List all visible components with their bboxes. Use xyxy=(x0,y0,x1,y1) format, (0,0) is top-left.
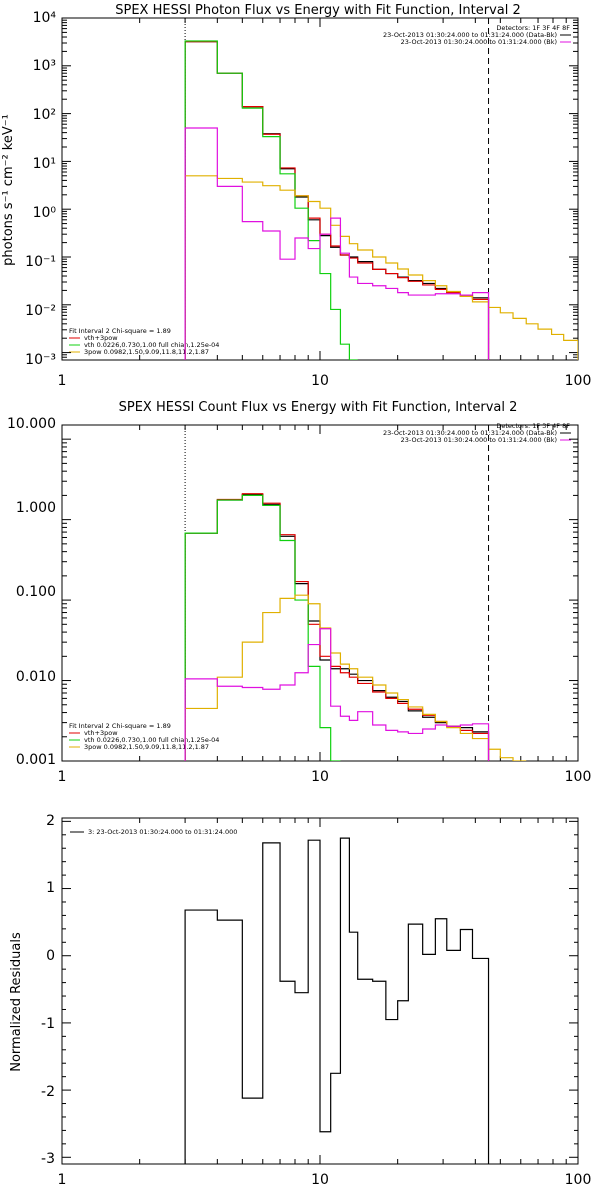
count-flux-legend-top-right: Detectors: 1F 3F 4F 8F 23-Oct-2013 01:30… xyxy=(383,422,571,444)
count-flux-legend-bottom-left: Fit Interval 2 Chi-square = 1.89 vth+3po… xyxy=(69,722,219,751)
y-tick-label: 0.100 xyxy=(16,584,56,600)
count-flux-title: SPEX HESSI Count Flux vs Energy with Fit… xyxy=(119,400,518,415)
photon-flux-data-group xyxy=(184,40,578,360)
x-tick-label: 1 xyxy=(58,373,67,389)
photon-flux-series-line-vth-0-0226-0-730-1-0 xyxy=(184,40,358,360)
count-flux-data-group xyxy=(184,493,527,761)
y-tick-label: -3 xyxy=(41,1151,55,1167)
photon-flux-legend-bottom-left: Fit Interval 2 Chi-square = 1.89 vth+3po… xyxy=(69,327,219,356)
legend-text: vth+3pow xyxy=(84,729,118,737)
y-tick-label: 10⁰ xyxy=(33,205,57,221)
residuals-y-axis-label: Normalized Residuals xyxy=(9,932,24,1072)
legend-text: 3pow 0.0982,1.50,9.09,11.8,11.2,1.87 xyxy=(84,348,209,356)
legend-text: 23-Oct-2013 01:30:24.000 to 01:31:24.000… xyxy=(383,31,557,39)
y-tick-label: 0 xyxy=(46,948,55,964)
x-tick-label: 100 xyxy=(565,373,592,389)
x-tick-label: 100 xyxy=(565,769,592,785)
y-tick-label: 10³ xyxy=(33,58,56,74)
legend-text: 23-Oct-2013 01:30:24.000 to 01:31:24.000… xyxy=(401,436,557,444)
y-tick-label: 1.000 xyxy=(16,500,56,516)
legend-text: Fit Interval 2 Chi-square = 1.89 xyxy=(69,722,171,730)
y-tick-label: 10⁻¹ xyxy=(25,254,56,270)
x-tick-label: 100 xyxy=(565,1172,592,1188)
y-tick-label: 1 xyxy=(46,880,55,896)
legend-text: Detectors: 1F 3F 4F 8F xyxy=(496,422,570,430)
legend-text: 3pow 0.0982,1.50,9.09,11.8,11.2,1.87 xyxy=(84,743,209,751)
legend-text: Detectors: 1F 3F 4F 8F xyxy=(496,24,570,32)
count-flux-series-line-3pow-0-0982-1-50-9-0 xyxy=(184,594,527,761)
residuals-y-tick-labels: -3 -2 -1 0 1 2 xyxy=(41,813,55,1167)
photon-flux-series-line-vth-3pow xyxy=(184,41,490,360)
residuals-panel: Normalized Residuals -3 -2 -1 0 1 2 1 10… xyxy=(9,813,591,1188)
y-tick-label: 10⁻² xyxy=(25,303,56,319)
photon-flux-title: SPEX HESSI Photon Flux vs Energy with Fi… xyxy=(115,3,521,18)
count-flux-y-tick-labels: 0.001 0.010 0.100 1.000 10.000 xyxy=(7,416,56,768)
x-tick-label: 1 xyxy=(58,1172,67,1188)
x-tick-label: 10 xyxy=(311,769,329,785)
count-flux-panel: SPEX HESSI Count Flux vs Energy with Fit… xyxy=(7,400,591,785)
legend-text: vth+3pow xyxy=(84,334,118,342)
photon-flux-series-line-3pow-0-0982-1-50-9-0 xyxy=(184,175,578,360)
legend-text: 23-Oct-2013 01:30:24.000 to 01:31:24.000… xyxy=(383,429,557,437)
x-tick-label: 10 xyxy=(311,1172,329,1188)
photon-flux-legend-top-right: Detectors: 1F 3F 4F 8F 23-Oct-2013 01:30… xyxy=(383,24,571,46)
legend-text: 23-Oct-2013 01:30:24.000 to 01:31:24.000… xyxy=(401,38,557,46)
y-tick-label: 10.000 xyxy=(7,416,56,432)
y-tick-label: 2 xyxy=(46,813,55,829)
residuals-legend: 3: 23-Oct-2013 01:30:24.000 to 01:31:24.… xyxy=(70,828,237,836)
y-tick-label: 10¹ xyxy=(33,156,56,172)
photon-flux-y-tick-labels: 10⁻³ 10⁻² 10⁻¹ 10⁰ 10¹ 10² 10³ 10⁴ xyxy=(25,10,56,368)
y-tick-label: 0.010 xyxy=(16,669,56,685)
photon-flux-y-axis-label: photons s⁻¹ cm⁻² keV⁻¹ xyxy=(1,114,16,266)
photon-flux-series-line-series-4 xyxy=(184,127,490,360)
count-flux-x-tick-labels: 1 10 100 xyxy=(58,769,592,785)
legend-text: vth 0.0226,0.730,1.00 full chian,1.25e-0… xyxy=(84,736,219,744)
legend-text: 3: 23-Oct-2013 01:30:24.000 to 01:31:24.… xyxy=(88,828,237,836)
y-tick-label: 0.001 xyxy=(16,752,56,768)
residuals-x-tick-labels: 1 10 100 xyxy=(58,1172,592,1188)
residuals-series-line-series-0 xyxy=(184,837,490,1164)
photon-flux-x-tick-labels: 1 10 100 xyxy=(58,373,592,389)
count-flux-series-line-series-4 xyxy=(184,628,490,761)
y-tick-label: 10² xyxy=(33,107,56,123)
y-tick-label: 10⁻³ xyxy=(25,352,56,368)
legend-text: Fit Interval 2 Chi-square = 1.89 xyxy=(69,327,171,335)
legend-text: vth 0.0226,0.730,1.00 full chian,1.25e-0… xyxy=(84,341,219,349)
y-tick-label: -2 xyxy=(41,1084,55,1100)
y-tick-label: 10⁴ xyxy=(33,10,57,26)
x-tick-label: 1 xyxy=(58,769,67,785)
count-flux-series-line-vth-0-0226-0-730-1-0 xyxy=(184,494,341,761)
residuals-data-group xyxy=(184,837,490,1164)
x-tick-label: 10 xyxy=(311,373,329,389)
photon-flux-panel: SPEX HESSI Photon Flux vs Energy with Fi… xyxy=(1,3,591,389)
y-tick-label: -1 xyxy=(41,1016,55,1032)
